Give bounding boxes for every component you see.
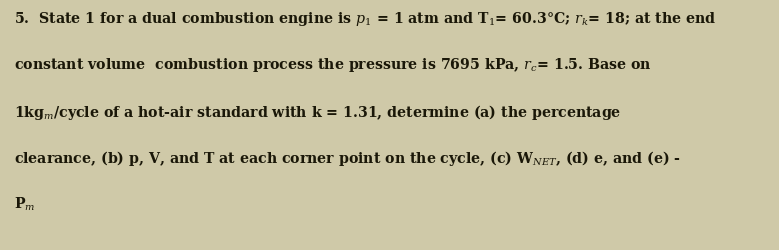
Text: clearance, (b) p, V, and T at each corner point on the cycle, (c) W$_{NET}$, (d): clearance, (b) p, V, and T at each corne… <box>14 149 681 168</box>
Text: P$_m$: P$_m$ <box>14 195 36 212</box>
Text: 1kg$_m$/cycle of a hot-air standard with k = 1.31, determine (a) the percentage: 1kg$_m$/cycle of a hot-air standard with… <box>14 102 622 122</box>
Text: 5.  State 1 for a dual combustion engine is $p_1$ = 1 atm and T$_1$= 60.3°C; $r_: 5. State 1 for a dual combustion engine … <box>14 10 717 28</box>
Text: constant volume  combustion process the pressure is 7695 kPa, $r_c$= 1.5. Base o: constant volume combustion process the p… <box>14 56 652 74</box>
